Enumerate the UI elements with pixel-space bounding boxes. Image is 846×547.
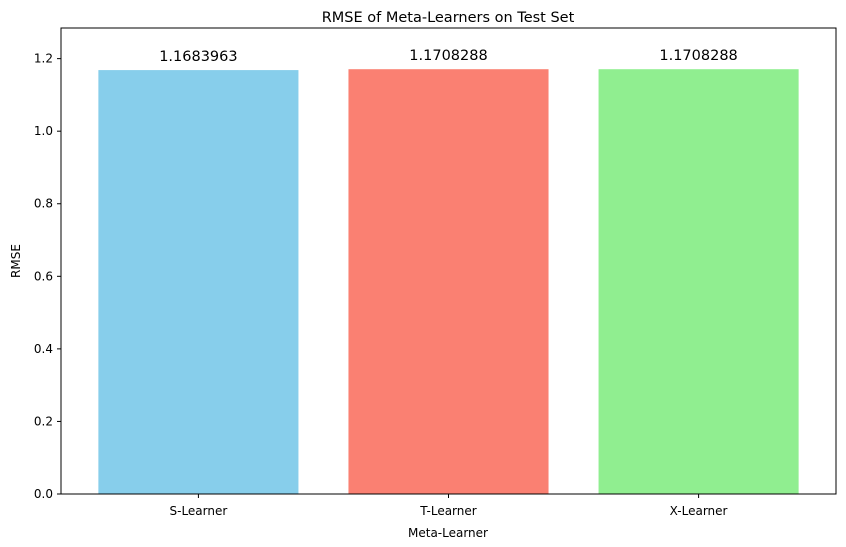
x-tick-label: X-Learner <box>670 504 728 518</box>
y-tick-label: 0.2 <box>34 414 53 428</box>
y-tick-label: 1.2 <box>34 52 53 66</box>
bar-s-learner <box>98 70 299 494</box>
data-label-s-learner: 1.1683963 <box>159 49 237 65</box>
y-tick-label: 0.4 <box>34 342 53 356</box>
y-axis: 0.0 0.2 0.4 0.6 0.8 1.0 1.2 <box>34 52 61 501</box>
x-axis: S-Learner T-Learner X-Learner <box>170 494 728 518</box>
y-tick-label: 0.8 <box>34 197 53 211</box>
x-tick-label: T-Learner <box>419 504 476 518</box>
x-axis-label: Meta-Learner <box>408 526 488 540</box>
bar-t-learner <box>348 69 549 494</box>
y-tick-label: 1.0 <box>34 124 53 138</box>
data-label-x-learner: 1.1708288 <box>659 48 737 64</box>
y-tick-label: 0.6 <box>34 269 53 283</box>
y-axis-label: RMSE <box>9 244 23 278</box>
bars-group <box>98 69 799 494</box>
x-tick-label: S-Learner <box>170 504 228 518</box>
data-labels-group: 1.1683963 1.1708288 1.1708288 <box>159 48 738 65</box>
y-tick-label: 0.0 <box>34 487 53 501</box>
data-label-t-learner: 1.1708288 <box>409 48 487 64</box>
chart-title: RMSE of Meta-Learners on Test Set <box>322 10 575 26</box>
bar-x-learner <box>598 69 799 494</box>
